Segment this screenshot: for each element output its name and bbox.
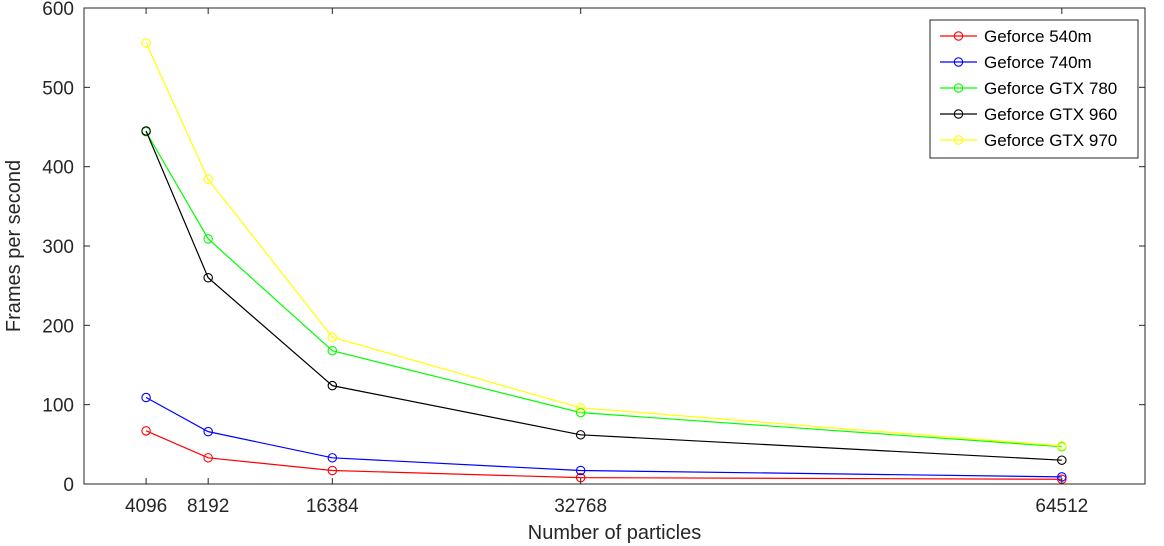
data-point — [575, 465, 586, 476]
x-tick-label: 8192 — [187, 496, 229, 517]
data-point — [327, 380, 338, 391]
legend-box — [929, 19, 1139, 159]
legend-item: Geforce GTX 780 — [940, 79, 1117, 98]
legend: Geforce 540m Geforce 740m Geforce GTX 780 G… — [929, 19, 1139, 159]
y-tick-label: 0 — [63, 475, 74, 496]
legend-marker — [953, 31, 964, 41]
data-point — [575, 403, 586, 413]
series-layer — [141, 38, 1067, 484]
data-point — [141, 426, 151, 436]
series-line — [145, 397, 1062, 478]
data-point — [203, 453, 213, 463]
legend-label: Geforce 740m — [984, 53, 1092, 72]
data-point — [141, 126, 151, 136]
legend-item: Geforce GTX 970 — [940, 131, 1117, 150]
data-point — [203, 272, 213, 283]
y-axis-label: Frames per second — [3, 160, 25, 332]
x-tick-label: 64512 — [1035, 496, 1088, 517]
data-point — [203, 426, 213, 437]
legend-marker — [953, 109, 964, 119]
series-3 — [141, 127, 1067, 452]
data-point — [203, 174, 213, 185]
data-point — [575, 430, 586, 440]
series-line — [145, 42, 1062, 447]
series-1 — [141, 426, 1067, 484]
legend-item: Geforce 540m — [940, 27, 1092, 46]
legend-label: Geforce GTX 960 — [984, 105, 1117, 124]
x-tick-label: 16384 — [306, 496, 359, 517]
legend-item: Geforce GTX 960 — [940, 105, 1117, 124]
data-point — [327, 345, 338, 356]
y-tick-label: 400 — [42, 158, 74, 179]
data-point — [327, 332, 338, 342]
legend-marker — [953, 83, 964, 93]
y-tick-label: 600 — [42, 0, 74, 20]
series-line — [145, 131, 1062, 448]
legend-marker — [953, 57, 964, 67]
data-point — [1057, 441, 1067, 451]
legend-item: Geforce 740m — [940, 53, 1092, 72]
x-tick-label: 4096 — [125, 496, 167, 517]
data-point — [141, 392, 151, 403]
data-point — [327, 453, 338, 463]
legend-label: Geforce 540m — [984, 27, 1092, 46]
series-5 — [141, 38, 1067, 451]
x-axis-label: Number of particles — [528, 522, 701, 544]
y-tick-label: 300 — [42, 237, 74, 258]
y-tick-label: 200 — [42, 316, 74, 337]
data-point — [141, 38, 151, 48]
y-tick-label: 100 — [42, 396, 74, 417]
data-point — [327, 465, 338, 476]
legend-marker — [953, 135, 964, 145]
series-line — [145, 430, 1062, 480]
y-tick-label: 500 — [42, 78, 74, 99]
x-tick-label: 32768 — [554, 496, 607, 517]
ticks-layer: 0 100 200 300 400 500 600 4096 8192 16384 32768 645… — [42, 0, 1145, 517]
data-point — [203, 234, 213, 244]
legend-label: Geforce GTX 780 — [984, 79, 1117, 98]
series-4 — [141, 126, 1067, 465]
series-2 — [141, 392, 1067, 482]
series-line — [145, 130, 1062, 461]
legend-label: Geforce GTX 970 — [984, 131, 1117, 150]
data-point — [1057, 455, 1067, 465]
